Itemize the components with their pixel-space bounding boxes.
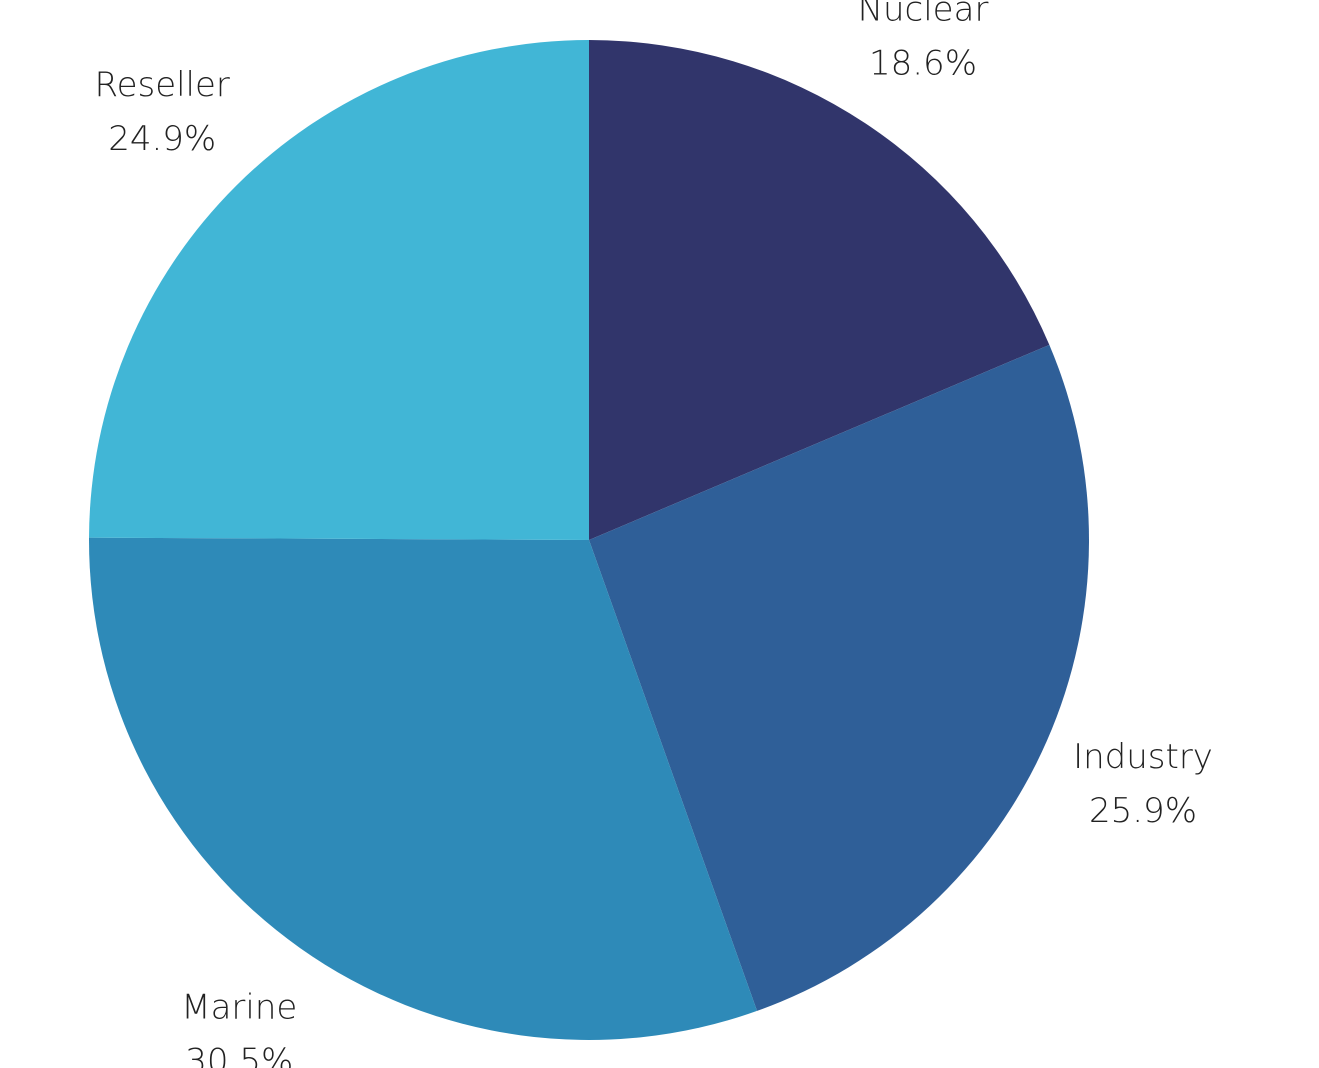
pie-slice-marine bbox=[89, 537, 758, 1040]
slice-value-industry: 25.9% bbox=[1089, 791, 1197, 831]
slice-label-nuclear: Nuclear bbox=[858, 0, 989, 30]
pie-slice-reseller bbox=[89, 40, 589, 540]
slice-value-marine: 30.5% bbox=[185, 1042, 293, 1068]
pie-slice-nuclear bbox=[589, 40, 1050, 540]
slice-label-reseller: Reseller bbox=[94, 65, 229, 105]
slice-value-reseller: 24.9% bbox=[108, 119, 216, 159]
pie-labels: Nuclear 18.6% Industry 25.9% Marine 30.5% Rese… bbox=[94, 0, 1212, 1068]
slice-label-marine: Marine bbox=[181, 988, 297, 1028]
pie-slice-industry bbox=[589, 344, 1089, 1011]
slice-label-industry: Industry bbox=[1073, 737, 1213, 777]
slice-value-nuclear: 18.6% bbox=[869, 44, 977, 84]
pie-slices bbox=[89, 40, 1089, 1040]
